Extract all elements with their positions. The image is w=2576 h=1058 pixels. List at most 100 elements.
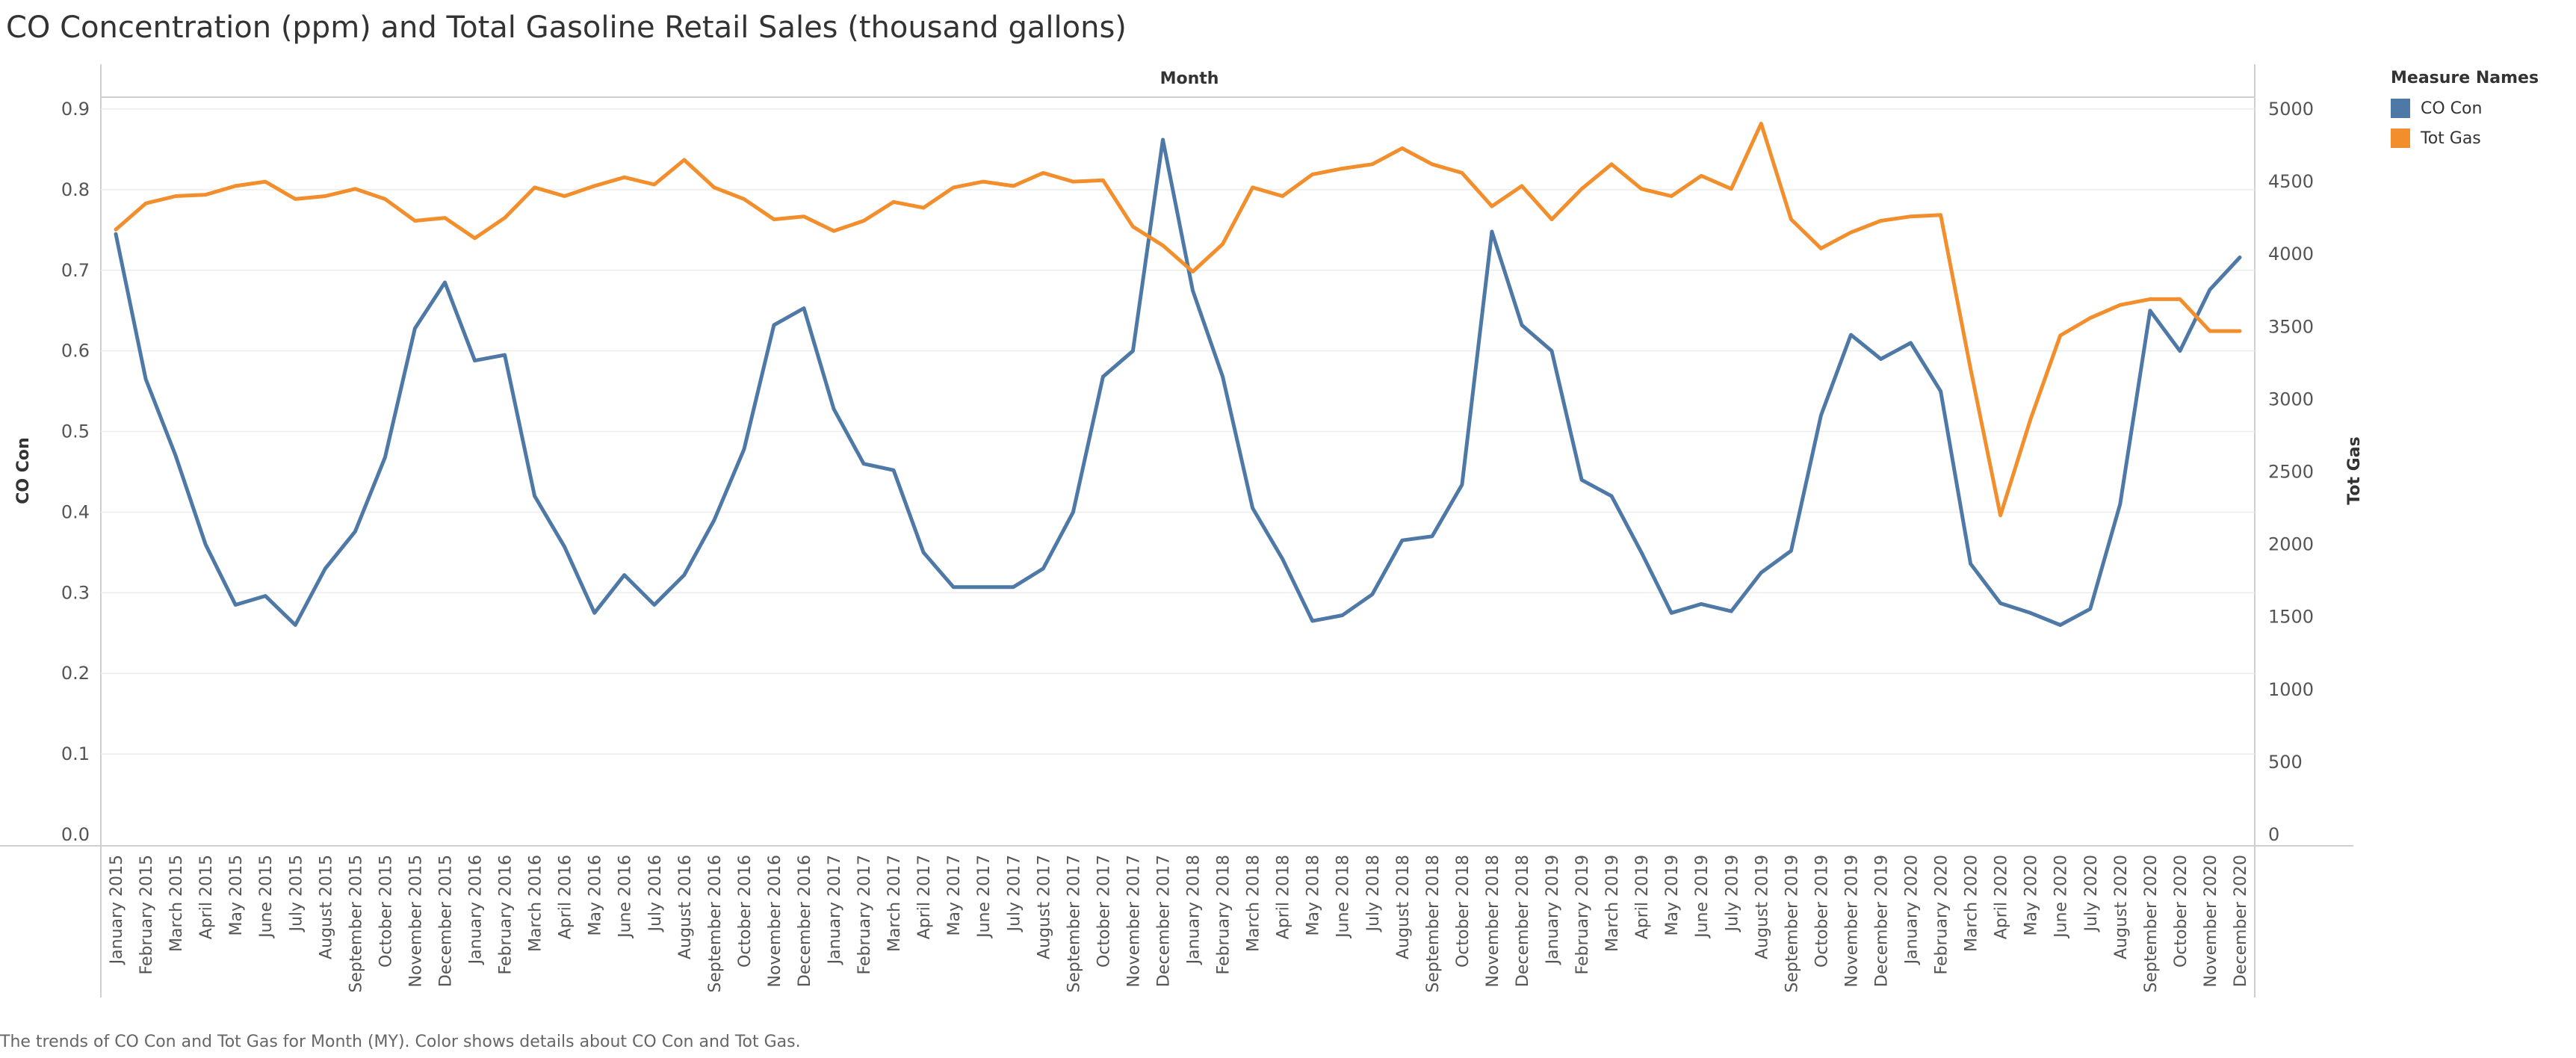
left-tick-label: 0.5 (61, 421, 90, 442)
x-tick-label: January 2020 (1903, 855, 1922, 965)
y2-axis-title: Tot Gas (2345, 436, 2364, 504)
left-tick-label: 0.6 (61, 341, 90, 362)
x-tick-label: July 2015 (287, 855, 306, 933)
x-tick-label: February 2018 (1215, 855, 1233, 974)
x-tick-label: December 2017 (1154, 855, 1173, 987)
right-tick-label: 3500 (2268, 316, 2314, 337)
x-tick-label: March 2015 (167, 855, 186, 952)
x-tick-label: February 2020 (1933, 855, 1951, 974)
legend-label-tot-gas: Tot Gas (2421, 129, 2481, 148)
x-tick-label: November 2015 (406, 855, 425, 987)
x-tick-label: June 2016 (616, 855, 635, 939)
x-tick-label: May 2018 (1304, 855, 1323, 935)
x-tick-label: March 2019 (1603, 855, 1622, 952)
x-tick-label: January 2017 (826, 855, 844, 965)
x-tick-label: August 2020 (2112, 855, 2131, 959)
left-tick-label: 0.7 (61, 260, 90, 281)
x-tick-label: June 2018 (1334, 855, 1353, 939)
x-tick-label: January 2015 (108, 855, 126, 965)
legend-title: Measure Names (2391, 69, 2539, 87)
x-tick-label: May 2020 (2022, 855, 2041, 935)
left-tick-label: 0.3 (61, 582, 90, 603)
right-tick-label: 4000 (2268, 244, 2314, 264)
x-tick-label: January 2019 (1544, 855, 1562, 965)
x-tick-label: February 2015 (137, 855, 156, 974)
x-tick-label: December 2015 (436, 855, 455, 987)
x-tick-label: August 2018 (1394, 855, 1413, 959)
x-tick-label: October 2015 (377, 855, 395, 968)
x-tick-label: June 2015 (257, 855, 276, 939)
x-tick-label: September 2015 (347, 855, 365, 993)
x-tick-label: November 2018 (1484, 855, 1502, 987)
x-tick-label: September 2017 (1065, 855, 1083, 993)
right-tick-label: 1500 (2268, 607, 2314, 628)
x-tick-label: May 2016 (586, 855, 605, 935)
right-tick-label: 4500 (2268, 171, 2314, 192)
x-tick-label: April 2019 (1633, 855, 1652, 939)
x-tick-label: April 2018 (1275, 855, 1293, 939)
x-tick-label: July 2019 (1723, 855, 1741, 933)
x-tick-label: November 2019 (1842, 855, 1861, 987)
right-axis-ticks: 0 500 1000 1500 2000 2500 3000 3500 4000 4500 5000 (2268, 99, 2314, 845)
x-tick-label: October 2020 (2172, 855, 2190, 968)
x-tick-label: October 2017 (1095, 855, 1113, 968)
left-tick-label: 0.9 (61, 99, 90, 120)
right-tick-label: 500 (2268, 752, 2303, 773)
legend-label-co-con: CO Con (2421, 99, 2483, 118)
x-tick-label: September 2020 (2142, 855, 2161, 993)
x-tick-label: January 2016 (467, 855, 486, 965)
x-tick-label: August 2015 (317, 855, 335, 959)
x-tick-label: May 2015 (227, 855, 246, 935)
legend-item-co-con[interactable]: CO Con (2391, 93, 2539, 123)
right-tick-label: 0 (2268, 824, 2279, 845)
x-tick-label: March 2017 (885, 855, 904, 952)
x-tick-label: January 2018 (1185, 855, 1204, 965)
x-tick-label: April 2015 (197, 855, 216, 939)
chart-caption: The trends of CO Con and Tot Gas for Mon… (0, 1033, 801, 1051)
x-tick-label: June 2020 (2052, 855, 2071, 939)
x-tick-label: May 2017 (945, 855, 964, 935)
x-tick-label: September 2016 (706, 855, 725, 993)
left-tick-label: 0.4 (61, 501, 90, 522)
x-tick-label: September 2018 (1424, 855, 1443, 993)
right-tick-label: 1000 (2268, 679, 2314, 700)
x-tick-label: October 2019 (1812, 855, 1831, 968)
left-axis-ticks: 0.0 0.1 0.2 0.3 0.4 0.5 0.6 0.7 0.8 0.9 (61, 99, 90, 845)
series-line-tot-gas[interactable] (114, 121, 2242, 518)
x-tick-label: September 2019 (1783, 855, 1801, 993)
x-tick-label: August 2019 (1753, 855, 1771, 959)
right-tick-label: 3000 (2268, 389, 2314, 409)
left-tick-label: 0.2 (61, 663, 90, 684)
x-tick-label: December 2016 (796, 855, 814, 987)
x-tick-label: June 2019 (1693, 855, 1712, 939)
legend-swatch-tot-gas (2391, 129, 2410, 148)
x-tick-label: November 2020 (2202, 855, 2220, 987)
series-line-co-con[interactable] (114, 137, 2242, 627)
left-tick-label: 0.0 (61, 824, 90, 845)
x-tick-label: March 2018 (1245, 855, 1263, 952)
x-tick-label: November 2016 (766, 855, 784, 987)
plot-frame (0, 64, 2353, 997)
left-tick-label: 0.8 (61, 179, 90, 200)
x-tick-label: October 2018 (1454, 855, 1473, 968)
x-tick-label: August 2016 (676, 855, 695, 959)
x-tick-label: July 2016 (646, 855, 665, 933)
x-tick-label: July 2017 (1005, 855, 1024, 933)
series-layer (114, 121, 2242, 627)
left-tick-label: 0.1 (61, 743, 90, 764)
x-tick-label: May 2019 (1663, 855, 1682, 935)
x-tick-label: December 2018 (1514, 855, 1532, 987)
right-tick-label: 2000 (2268, 534, 2314, 555)
x-tick-label: July 2018 (1364, 855, 1383, 933)
right-tick-label: 5000 (2268, 99, 2314, 120)
x-tick-label: March 2016 (527, 855, 545, 952)
legend-swatch-co-con (2391, 99, 2410, 118)
x-tick-label: August 2017 (1035, 855, 1053, 959)
legend-item-tot-gas[interactable]: Tot Gas (2391, 123, 2539, 153)
x-tick-label: April 2016 (557, 855, 575, 939)
x-tick-label: April 2020 (1993, 855, 2011, 939)
x-tick-label: December 2020 (2232, 855, 2250, 987)
chart-title: CO Concentration (ppm) and Total Gasolin… (6, 10, 1127, 45)
x-tick-label: July 2020 (2082, 855, 2101, 933)
